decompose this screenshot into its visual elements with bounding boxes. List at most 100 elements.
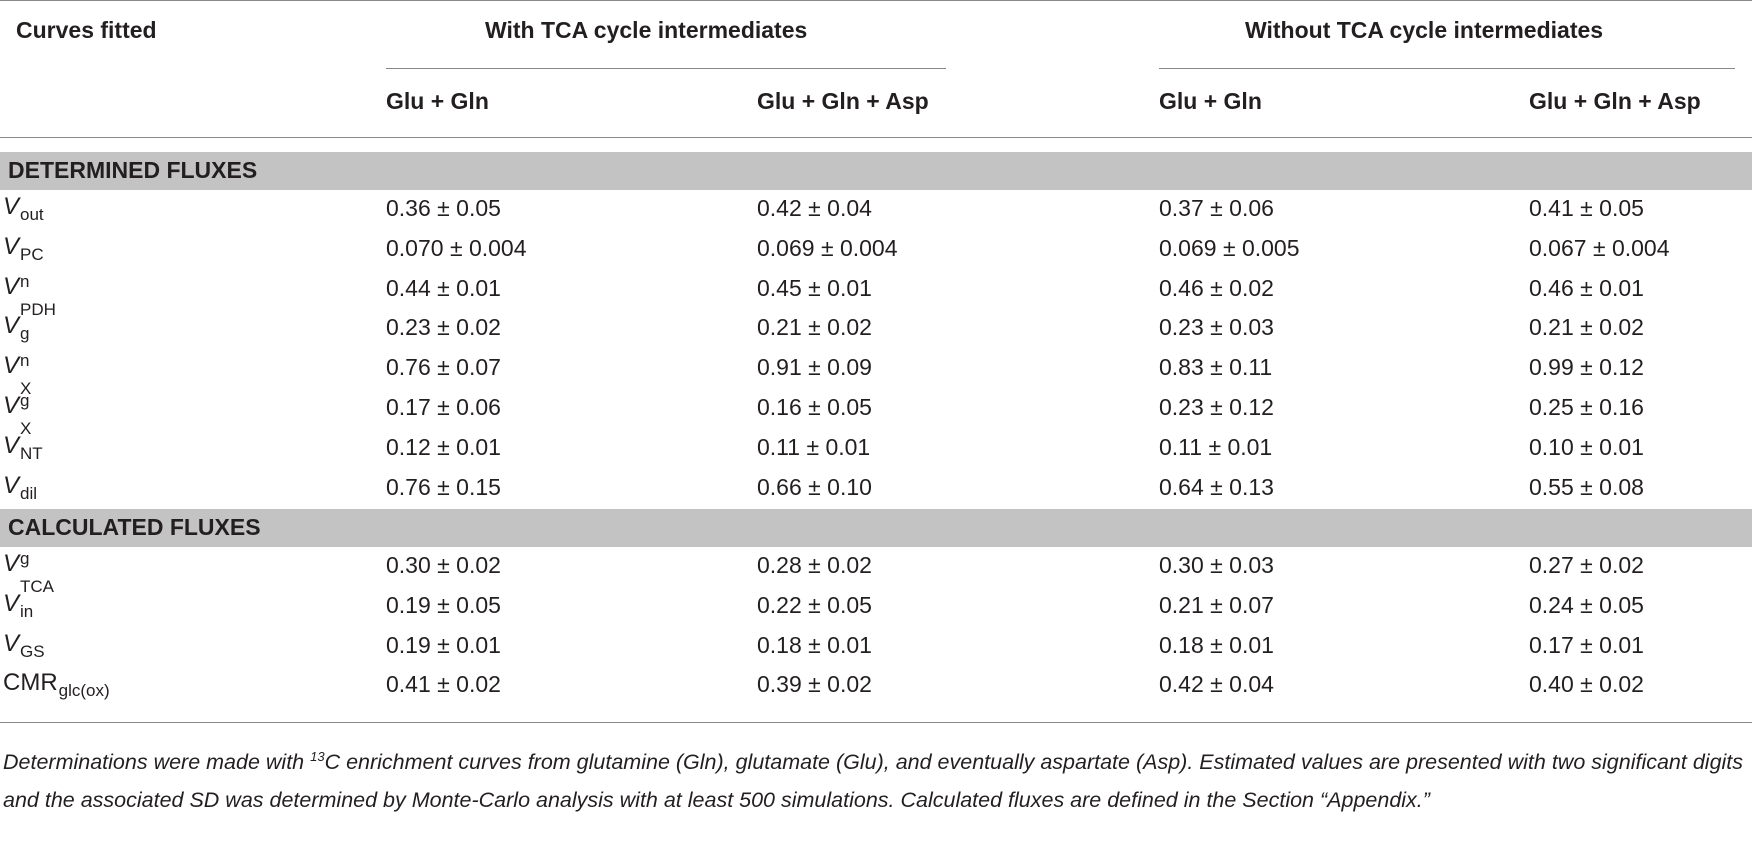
table-cell: 0.66 ± 0.10: [757, 473, 872, 500]
variable-subscript: in: [20, 601, 34, 621]
table-cell: 0.42 ± 0.04: [757, 195, 872, 221]
row-label: CMRglc(ox): [3, 669, 110, 701]
row-label: Vout: [3, 193, 44, 224]
variable-subscript: NT: [20, 443, 43, 463]
table-cell: 0.27 ± 0.02: [1529, 552, 1644, 578]
table-cell: 0.40 ± 0.02: [1529, 671, 1644, 698]
table-cell: 0.11 ± 0.01: [757, 433, 871, 460]
row-label: VNT: [3, 431, 43, 463]
table-cell: 0.28 ± 0.02: [757, 552, 872, 578]
variable-subscript: glc(ox): [58, 681, 110, 701]
table-top-rule: [0, 0, 1752, 1]
table-cell: 0.99 ± 0.12: [1529, 354, 1644, 381]
row-label: Vdil: [3, 472, 38, 503]
corner-header: Curves fitted: [16, 17, 157, 43]
table-footnote: Determinations were made with 13C enrich…: [3, 738, 1752, 819]
table-cell: 0.36 ± 0.05: [386, 195, 501, 221]
variable-symbol: V: [3, 312, 20, 340]
footnote-isotope-superscript: 13: [310, 749, 325, 764]
table-cell: 0.17 ± 0.06: [386, 394, 501, 420]
section-title: DETERMINED FLUXES: [8, 157, 258, 183]
table-cell: 0.19 ± 0.01: [386, 631, 501, 658]
variable-superscript: n: [20, 351, 30, 371]
table-cell: 0.64 ± 0.13: [1159, 473, 1274, 500]
row-label: VPC: [3, 232, 44, 264]
table-cell: 0.91 ± 0.09: [757, 354, 872, 381]
footnote-text-cont: C enrichment curves from glutamine (Gln)…: [3, 750, 1744, 813]
table-cell: 0.46 ± 0.02: [1159, 274, 1274, 301]
table-cell: 0.070 ± 0.004: [386, 234, 527, 261]
subcol-header: Glu + Gln: [1159, 88, 1262, 114]
table-cell: 0.16 ± 0.05: [757, 394, 872, 420]
variable-symbol: V: [3, 193, 20, 220]
table-cell: 0.19 ± 0.05: [386, 591, 501, 618]
group-header-with-tca: With TCA cycle intermediates: [485, 17, 808, 43]
table-cell: 0.10 ± 0.01: [1529, 433, 1644, 460]
table-cell: 0.23 ± 0.02: [386, 314, 501, 341]
table-cell: 0.37 ± 0.06: [1159, 195, 1274, 221]
table-cell: 0.30 ± 0.02: [386, 552, 501, 578]
table-cell: 0.18 ± 0.01: [1159, 631, 1274, 658]
table-cell: 0.21 ± 0.02: [1529, 314, 1644, 341]
section-title: CALCULATED FLUXES: [8, 514, 261, 540]
row-label: VGS: [3, 629, 45, 661]
table-cell: 0.42 ± 0.04: [1159, 671, 1274, 698]
group-header-without-tca: Without TCA cycle intermediates: [1245, 17, 1604, 43]
group-rule-with-tca: [386, 68, 946, 69]
variable-subscript: TCA: [20, 577, 55, 596]
table-cell: 0.21 ± 0.07: [1159, 591, 1274, 618]
table-cell: 0.12 ± 0.01: [386, 433, 501, 460]
table-cell: 0.18 ± 0.01: [757, 631, 872, 658]
table-cell: 0.76 ± 0.15: [386, 473, 501, 500]
variable-subscript: GS: [20, 641, 45, 661]
section-header: CALCULATED FLUXES: [0, 509, 1752, 547]
section-header: DETERMINED FLUXES: [0, 152, 1752, 190]
table-cell: 0.25 ± 0.16: [1529, 394, 1644, 420]
variable-superscript: n: [20, 271, 30, 291]
variable-superscript: g: [20, 549, 30, 568]
variable-symbol: V: [3, 392, 20, 419]
footnote-text: Determinations were made with: [3, 750, 311, 775]
variable-symbol: V: [3, 629, 20, 657]
table-cell: 0.45 ± 0.01: [757, 274, 872, 301]
subcol-header: Glu + Gln + Asp: [757, 88, 929, 114]
table-cell: 0.55 ± 0.08: [1529, 473, 1644, 500]
table-cell: 0.23 ± 0.03: [1159, 314, 1274, 341]
variable-superscript: g: [20, 391, 30, 410]
variable-symbol: V: [3, 431, 20, 459]
variable-symbol: V: [3, 589, 20, 617]
table-cell: 0.11 ± 0.01: [1159, 433, 1273, 460]
table-cell: 0.22 ± 0.05: [757, 591, 872, 618]
table-cell: 0.17 ± 0.01: [1529, 631, 1644, 658]
variable-subscript: dil: [20, 483, 38, 503]
table-cell: 0.069 ± 0.004: [757, 234, 898, 261]
group-rule-without-tca: [1159, 68, 1735, 69]
table-cell: 0.83 ± 0.11: [1159, 354, 1273, 381]
table-cell: 0.067 ± 0.004: [1529, 234, 1670, 261]
variable-symbol: V: [3, 550, 20, 577]
variable-symbol: V: [3, 272, 20, 300]
variable-symbol: V: [3, 232, 20, 260]
table-cell: 0.44 ± 0.01: [386, 274, 501, 301]
row-label: Vg: [3, 312, 30, 344]
subcol-header: Glu + Gln: [386, 88, 489, 114]
table-cell: 0.76 ± 0.07: [386, 354, 501, 381]
table-bottom-rule: [0, 722, 1752, 723]
header-bottom-rule: [0, 137, 1752, 138]
variable-subscript: PDH: [20, 299, 56, 319]
variable-subscript: PC: [20, 244, 44, 264]
table-cell: 0.21 ± 0.02: [757, 314, 872, 341]
table-cell: 0.24 ± 0.05: [1529, 591, 1644, 618]
table-cell: 0.41 ± 0.02: [386, 671, 501, 698]
variable-subscript: X: [20, 419, 32, 438]
table-cell: 0.23 ± 0.12: [1159, 394, 1274, 420]
variable-symbol: V: [3, 352, 20, 380]
row-label: Vin: [3, 589, 34, 621]
variable-subscript: out: [20, 205, 44, 224]
variable-subscript: g: [20, 324, 30, 344]
table-cell: 0.46 ± 0.01: [1529, 274, 1644, 301]
